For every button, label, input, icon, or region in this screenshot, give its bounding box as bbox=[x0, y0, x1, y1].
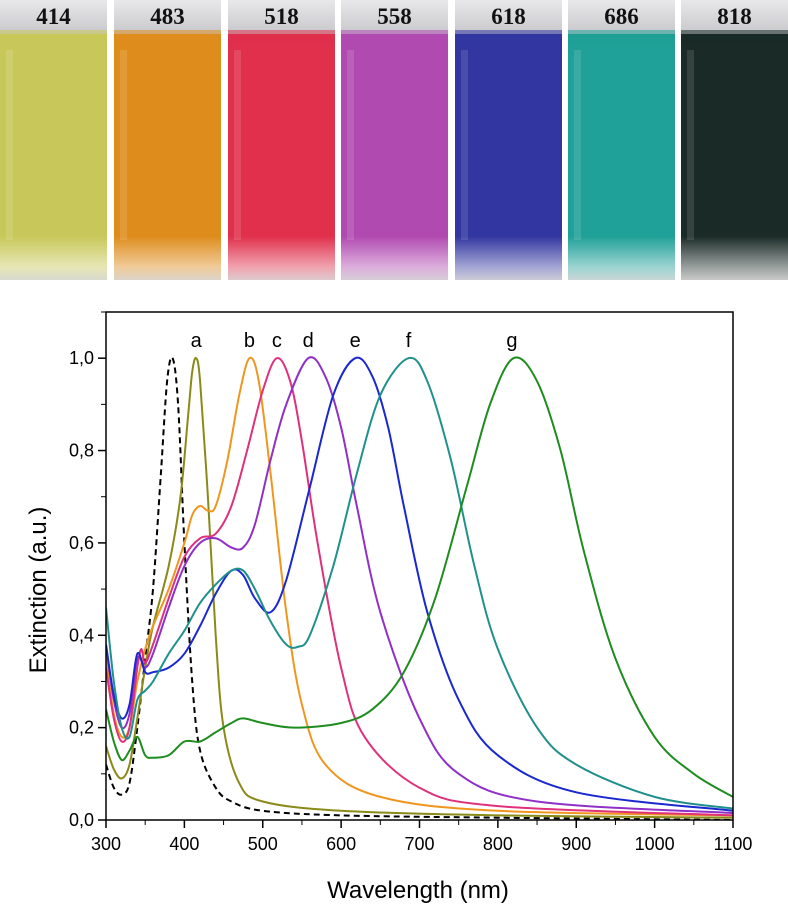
curve-label-a: a bbox=[191, 330, 203, 352]
x-tick-label: 900 bbox=[561, 834, 591, 854]
vial-bottom bbox=[0, 236, 107, 280]
x-tick-label: 300 bbox=[91, 834, 121, 854]
y-tick-label: 0,2 bbox=[69, 718, 94, 738]
vial-meniscus bbox=[681, 30, 788, 46]
y-axis-label: Extinction (a.u.) bbox=[25, 507, 52, 674]
vial-bottom bbox=[114, 236, 221, 280]
series-group bbox=[106, 356, 733, 820]
curve-label-f: f bbox=[406, 330, 412, 352]
vial: 558 bbox=[341, 0, 448, 280]
y-tick-label: 0,4 bbox=[69, 625, 94, 645]
vial-glint bbox=[6, 50, 13, 240]
y-tick-label: 0,0 bbox=[69, 810, 94, 830]
vial-top bbox=[114, 0, 221, 34]
series-line-c bbox=[106, 357, 733, 817]
vial-glint bbox=[687, 50, 694, 240]
vial-label: 618 bbox=[491, 4, 526, 29]
y-tick-label: 0,6 bbox=[69, 533, 94, 553]
curve-label-c: c bbox=[272, 330, 282, 352]
vial-top bbox=[341, 0, 448, 34]
vial-glint bbox=[347, 50, 354, 240]
vial: 618 bbox=[455, 0, 562, 280]
x-tick-label: 600 bbox=[326, 834, 356, 854]
vial-glint bbox=[234, 50, 241, 240]
series-line-a bbox=[106, 356, 733, 819]
x-tick-label: 700 bbox=[404, 834, 434, 854]
x-tick-label: 1100 bbox=[714, 834, 753, 854]
vial-photo-strip: 414 483 518 558 618 686 818 bbox=[0, 0, 788, 280]
vial: 414 bbox=[0, 0, 107, 280]
x-tick-label: 1000 bbox=[635, 834, 675, 854]
vial: 483 bbox=[114, 0, 221, 280]
plot-area bbox=[106, 356, 733, 820]
vial-meniscus bbox=[455, 30, 562, 46]
vial-top bbox=[228, 0, 335, 34]
y-tick-label: 0,8 bbox=[69, 441, 94, 461]
x-axis-label: Wavelength (nm) bbox=[327, 877, 509, 904]
vial-bottom bbox=[341, 236, 448, 280]
series-line-g bbox=[106, 356, 733, 798]
vial: 686 bbox=[568, 0, 675, 280]
vial-meniscus bbox=[228, 30, 335, 46]
vial-top bbox=[568, 0, 675, 34]
vial-label: 686 bbox=[604, 4, 639, 29]
series-line-b bbox=[106, 356, 733, 817]
vial-glint bbox=[120, 50, 127, 240]
curve-label-b: b bbox=[244, 330, 255, 352]
vial-label: 558 bbox=[377, 4, 412, 29]
y-tick-label: 1,0 bbox=[69, 348, 94, 368]
x-tick-label: 500 bbox=[248, 834, 278, 854]
vial-top bbox=[681, 0, 788, 34]
vial-meniscus bbox=[341, 30, 448, 46]
vial-top bbox=[0, 0, 107, 34]
vial-top bbox=[455, 0, 562, 34]
curve-label-d: d bbox=[303, 330, 314, 352]
series-line-d bbox=[106, 356, 733, 815]
vial-bottom bbox=[681, 236, 788, 280]
vial-label: 818 bbox=[717, 4, 752, 29]
extinction-spectra-chart: 300 400 500 600 700 800 900 1000 1100 0,0 0,2 0,4 0,… bbox=[25, 311, 753, 904]
curve-label-g: g bbox=[506, 330, 517, 352]
series-line-e bbox=[106, 356, 733, 812]
vial-label: 518 bbox=[264, 4, 299, 29]
series-line-f bbox=[106, 356, 733, 810]
vial-label: 483 bbox=[150, 4, 185, 29]
vial: 518 bbox=[228, 0, 335, 280]
vial-bottom bbox=[228, 236, 335, 280]
x-tick-label: 800 bbox=[483, 834, 513, 854]
axes: 300 400 500 600 700 800 900 1000 1100 0,0 0,2 0,4 0,… bbox=[69, 311, 753, 854]
vial: 818 bbox=[681, 0, 788, 280]
vial-meniscus bbox=[0, 30, 107, 46]
vial-glint bbox=[574, 50, 581, 240]
vial-glint bbox=[461, 50, 468, 240]
vial-bottom bbox=[455, 236, 562, 280]
vial-meniscus bbox=[568, 30, 675, 46]
series-line-reference bbox=[106, 356, 733, 820]
vial-meniscus bbox=[114, 30, 221, 46]
x-tick-label: 400 bbox=[169, 834, 199, 854]
vial-label: 414 bbox=[36, 4, 71, 29]
vial-bottom bbox=[568, 236, 675, 280]
curve-label-e: e bbox=[350, 330, 361, 352]
